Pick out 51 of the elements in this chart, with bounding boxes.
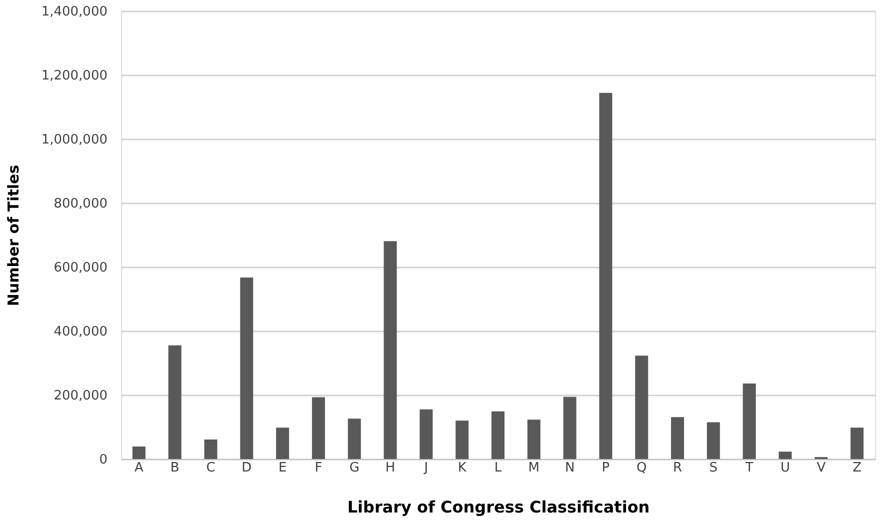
x-tick-label: D [242, 460, 252, 476]
bar [706, 422, 720, 459]
x-tick-label: N [564, 460, 575, 476]
y-axis-title: Number of Titles [4, 164, 22, 306]
x-tick-label: B [170, 460, 180, 476]
x-tick-label: A [134, 460, 144, 476]
x-tick-label: R [673, 460, 682, 476]
y-tick-label: 1,000,000 [41, 132, 108, 148]
x-tick-label: J [423, 460, 428, 476]
x-tick-label: M [528, 460, 540, 476]
bar [168, 345, 182, 459]
bar [635, 356, 648, 459]
bar [384, 241, 397, 459]
x-tick-label: Q [636, 460, 647, 476]
y-tick-label: 0 [99, 452, 108, 468]
x-tick-label: G [349, 460, 360, 476]
bar [742, 383, 756, 459]
bar [850, 428, 864, 459]
bar [420, 409, 433, 459]
bar [456, 420, 469, 459]
bar [204, 439, 218, 459]
x-tick-label: K [458, 460, 467, 476]
x-tick-label: E [278, 460, 287, 476]
x-tick-label: H [385, 460, 396, 476]
y-tick-label: 600,000 [54, 260, 108, 276]
x-tick-label: C [206, 460, 216, 476]
bar [778, 452, 792, 459]
x-tick-label: Z [852, 460, 862, 476]
x-axis-title: Library of Congress Classification [347, 498, 650, 516]
y-tick-label: 1,200,000 [41, 68, 108, 84]
x-tick-label: S [709, 460, 718, 476]
x-tick-label: L [494, 460, 502, 476]
y-tick-label: 400,000 [54, 324, 108, 340]
y-tick-label: 200,000 [54, 388, 108, 404]
bar [671, 417, 684, 459]
y-tick-label: 800,000 [54, 196, 108, 212]
bar [492, 411, 504, 459]
y-tick-label: 1,400,000 [41, 4, 108, 20]
bar [599, 92, 612, 459]
bar [527, 420, 540, 459]
x-tick-label: V [816, 460, 826, 476]
bar [312, 397, 325, 459]
x-tick-label: F [314, 460, 322, 476]
bar [132, 446, 146, 459]
x-tick-label: U [780, 460, 790, 476]
x-tick-label: T [744, 460, 754, 476]
bar [240, 278, 254, 459]
bar [563, 396, 576, 459]
bar [348, 418, 361, 459]
bar [276, 428, 290, 459]
x-tick-label: P [602, 460, 610, 476]
